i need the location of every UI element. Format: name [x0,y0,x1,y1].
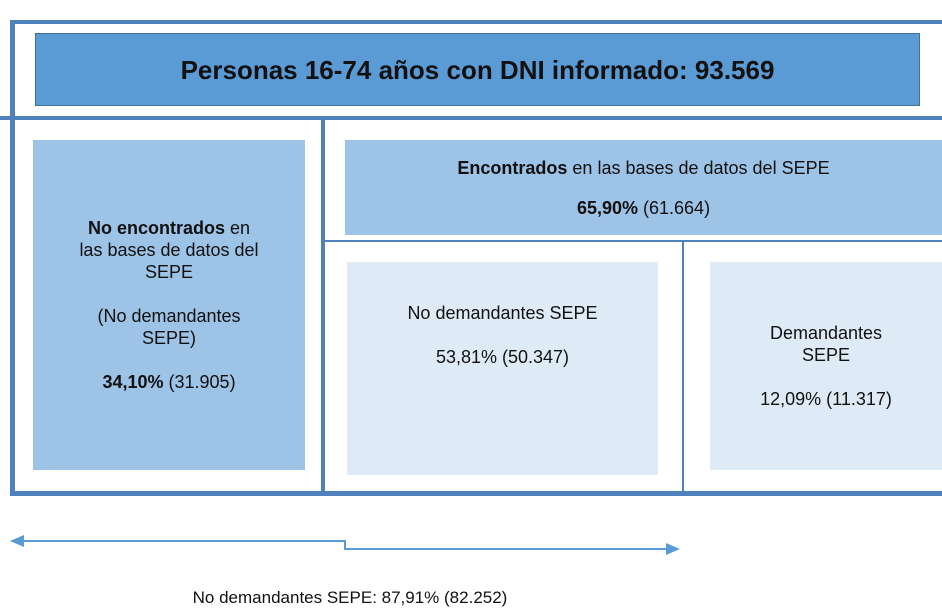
arrow-head-right [666,543,680,555]
applicants-box: Demandantes SEPE 12,09% (11.317) [710,262,942,470]
frame-bottom [10,491,942,496]
title-box: Personas 16-74 años con DNI informado: 9… [35,33,920,106]
divider-right [323,240,942,242]
title: Personas 16-74 años con DNI informado: 9… [180,54,775,85]
arrow [10,535,680,555]
non-applicants-box: No demandantes SEPE 53,81% (50.347) [347,262,658,475]
found-box: Encontrados en las bases de datos del SE… [345,140,942,235]
applicants-figure: 12,09% (11.317) [760,389,892,409]
frame-left [10,20,15,496]
arrow-line [20,540,668,550]
non-applicants-figure: 53,81% (50.347) [435,347,570,367]
divider-vertical [321,120,325,492]
not-found-pct: 34,10% [102,372,164,392]
not-found-note: (No demandantes SEPE) [97,306,241,348]
divider-right-vertical [682,241,684,492]
non-applicants-label: No demandantes SEPE [407,303,598,323]
found-bold: Encontrados [457,157,568,178]
found-rest: en las bases de datos del SEPE [572,157,830,178]
not-found-count: (31.905) [168,372,236,392]
not-found-box: No encontrados en las bases de datos del… [33,140,305,470]
frame-top [10,20,942,24]
not-found-rest: en las bases de datos del SEPE [79,218,259,282]
divider-top [0,116,942,120]
arrow-head-left [10,535,24,547]
applicants-label: Demandantes SEPE [769,323,883,365]
found-pct: 65,90% [576,197,638,218]
found-count: (61.664) [643,197,711,218]
total-non-applicants: No demandantes SEPE: 87,91% (82.252) [192,588,508,607]
not-found-bold: No encontrados [87,218,225,238]
